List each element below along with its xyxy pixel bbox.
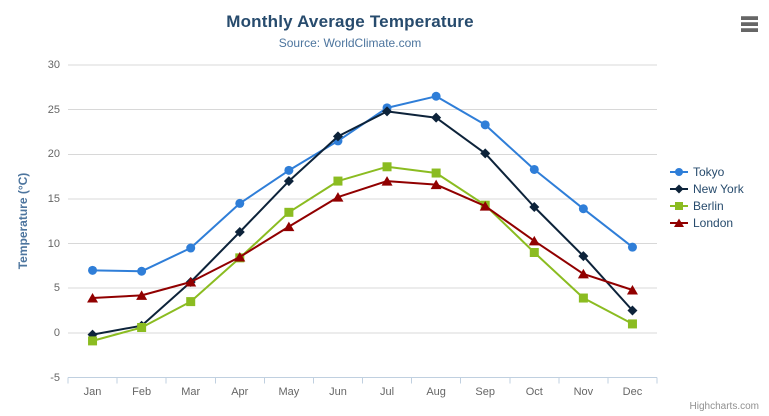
y-gridlines [68, 64, 657, 334]
legend-item-berlin[interactable]: Berlin [670, 197, 744, 214]
legend-item-new-york[interactable]: New York [670, 180, 744, 197]
legend-item-tokyo[interactable]: Tokyo [670, 163, 744, 180]
y-axis-label: 5 [53, 282, 60, 295]
hamburger-bar [741, 22, 758, 26]
legend-label: London [693, 215, 734, 230]
x-axis-label: Mar [181, 385, 201, 398]
legend-label: New York [693, 181, 744, 196]
x-axis-label: Apr [231, 385, 249, 398]
hamburger-bar [741, 28, 758, 32]
chart-legend: Tokyo New York Berlin London [670, 163, 744, 231]
chart-title: Monthly Average Temperature [226, 12, 474, 31]
diamond-marker-icon [670, 184, 688, 193]
triangle-marker-icon [670, 218, 688, 227]
y-axis-label: 25 [47, 103, 60, 116]
x-axis-label: Oct [525, 385, 543, 398]
chart-subtitle: Source: WorldClimate.com [278, 36, 422, 50]
x-axis-label: Sep [475, 385, 495, 398]
circle-marker-icon [670, 167, 688, 176]
credits-link[interactable]: Highcharts.com [689, 401, 759, 412]
y-axis-label: 10 [47, 237, 60, 250]
legend-item-london[interactable]: London [670, 214, 744, 231]
x-axis-label: Jan [83, 385, 102, 398]
square-marker-icon [670, 201, 688, 210]
x-axis-label: Jul [380, 385, 395, 398]
x-axis-label: Dec [622, 385, 643, 398]
y-axis-title: Temperature (°C) [16, 172, 30, 270]
series-london[interactable] [87, 176, 638, 303]
series-tokyo[interactable] [88, 91, 637, 276]
x-axis-label: Feb [132, 385, 152, 398]
x-axis-label: Jun [329, 385, 347, 398]
legend-label: Berlin [693, 198, 724, 213]
x-axis [67, 377, 658, 384]
series-new-york[interactable] [87, 106, 638, 340]
y-axis-label: -5 [50, 371, 60, 384]
y-axis-label: 20 [47, 148, 60, 161]
y-axis-label: 0 [53, 326, 60, 339]
y-axis-label: 15 [47, 192, 60, 205]
legend-label: Tokyo [693, 164, 725, 179]
x-axis-label: Aug [426, 385, 446, 398]
x-axis-label: Nov [573, 385, 594, 398]
hamburger-bar [741, 16, 758, 20]
y-axis-label: 30 [47, 59, 60, 71]
x-axis-label: May [278, 385, 300, 398]
hamburger-icon[interactable] [738, 13, 762, 35]
